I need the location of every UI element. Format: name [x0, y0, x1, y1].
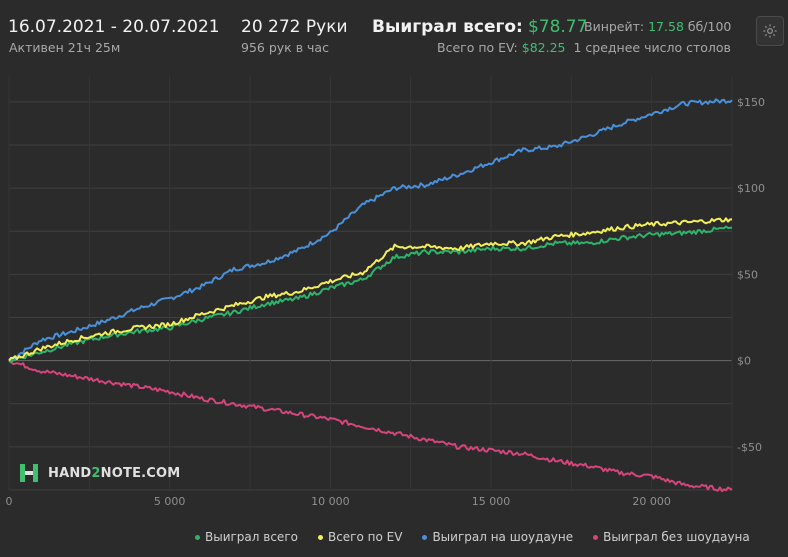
active-time: Активен 21ч 25м: [9, 40, 121, 55]
hand2note-logo-icon: [20, 464, 38, 482]
won-total-value: $78.77: [527, 17, 588, 37]
x-axis-ticks: 0 5 000 10 000 15 000 20 000: [6, 495, 671, 508]
profit-chart: 0 5 000 10 000 15 000 20 000 $150 $100 $50 $0 -$…: [6, 76, 765, 508]
line-no-showdown: [8, 359, 733, 493]
ev-total-value: $82.25: [521, 40, 566, 55]
x-tick-label: 5 000: [154, 495, 186, 508]
y-tick-label: $0: [737, 355, 751, 368]
line-won-total: [8, 225, 732, 363]
line-ev-total: [8, 217, 733, 362]
winrate-value: 17.58: [648, 19, 684, 34]
legend-item-showdown[interactable]: Выиграл на шоудауне: [422, 530, 573, 544]
chart-grid: [8, 76, 733, 491]
legend-item-ev-total[interactable]: Всего по EV: [317, 530, 402, 544]
logo-text: HAND2NOTE.COM: [48, 465, 181, 481]
x-tick-label: 15 000: [472, 495, 511, 508]
legend-item-won-total[interactable]: Выиграл всего: [195, 530, 298, 544]
date-range: 16.07.2021 - 20.07.2021: [8, 17, 220, 37]
ev-total-label: Всего по EV:: [437, 40, 518, 55]
y-tick-label: $50: [737, 268, 758, 281]
chart-legend: Выиграл всего Всего по EV Выиграл на шоу…: [195, 530, 750, 544]
winrate-unit: бб/100: [687, 19, 732, 34]
gear-icon: [763, 24, 777, 38]
tables-text: 1 среднее число столов: [573, 40, 731, 55]
hand2note-logo: HAND2NOTE.COM: [18, 462, 180, 484]
ev-total: Всего по EV: $82.25 1 среднее число стол…: [437, 40, 731, 55]
settings-gear-button[interactable]: [756, 16, 784, 46]
hands-count: 20 272 Руки: [241, 17, 348, 37]
y-axis-ticks: $150 $100 $50 $0 -$50: [737, 96, 765, 454]
winrate: Винрейт: 17.58 бб/100: [584, 19, 731, 34]
chart-lines: [8, 98, 733, 493]
x-tick-label: 10 000: [311, 495, 350, 508]
legend-item-no-showdown[interactable]: Выиграл без шоудауна: [593, 530, 750, 544]
winrate-label: Винрейт:: [584, 19, 645, 34]
x-tick-label: 20 000: [632, 495, 671, 508]
hands-per-hour: 956 рук в час: [241, 40, 329, 55]
line-showdown: [8, 98, 733, 362]
won-total-label: Выиграл всего:: [372, 17, 523, 37]
won-total: Выиграл всего: $78.77: [372, 17, 587, 37]
y-tick-label: -$50: [737, 441, 762, 454]
y-tick-label: $150: [737, 96, 765, 109]
y-tick-label: $100: [737, 182, 765, 195]
x-tick-label: 0: [6, 495, 13, 508]
